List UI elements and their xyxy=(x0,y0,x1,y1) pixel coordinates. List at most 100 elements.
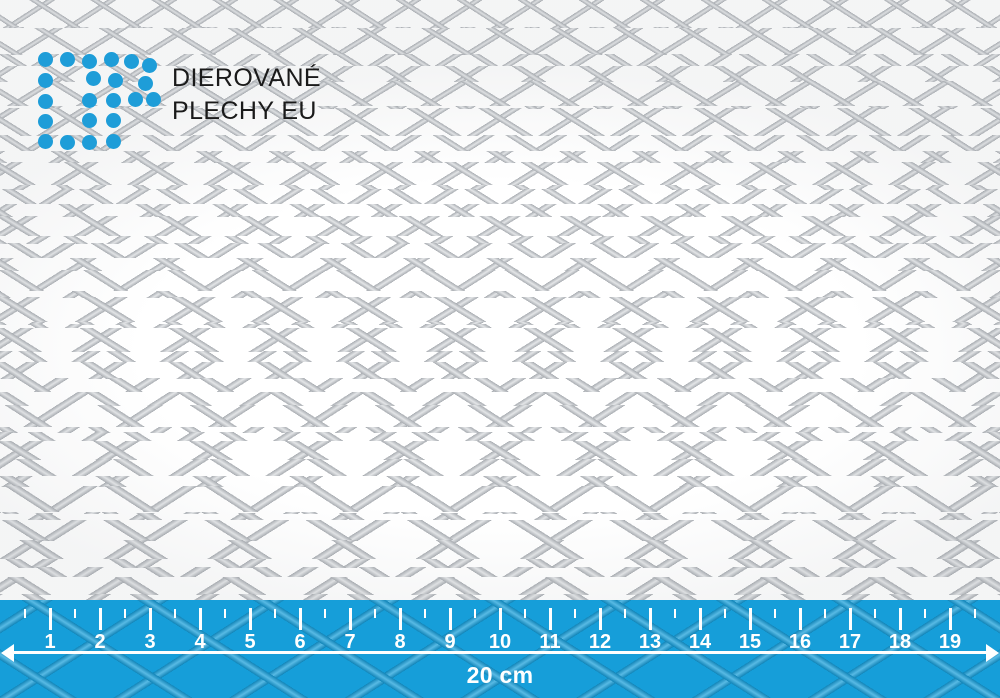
logo-dot xyxy=(60,52,75,67)
ruler-tick-label: 12 xyxy=(588,631,612,653)
logo-dot xyxy=(38,94,53,109)
mesh-diamond-lattice xyxy=(0,513,1000,541)
measure-arrow-line xyxy=(8,651,992,654)
mesh-row xyxy=(0,297,1000,325)
mesh-row xyxy=(0,243,1000,271)
ruler-tick-minor xyxy=(424,609,426,618)
ruler-tick-minor xyxy=(574,609,576,618)
mesh-diamond-lattice xyxy=(0,432,1000,460)
logo-dot xyxy=(82,54,97,69)
ruler-tick-label: 14 xyxy=(688,631,712,653)
ruler-tick-label: 2 xyxy=(94,631,106,653)
ruler-tick-major xyxy=(748,608,752,630)
logo-dot xyxy=(108,73,123,88)
ruler-tick-minor xyxy=(324,609,326,618)
logo-dot xyxy=(60,135,75,150)
mesh-diamond-lattice xyxy=(0,135,1000,163)
ruler-tick-minor xyxy=(24,609,26,618)
logo-dot xyxy=(146,92,161,107)
ruler-tick-major xyxy=(48,608,52,630)
mesh-row xyxy=(0,351,1000,379)
mesh-diamond-lattice xyxy=(0,0,1000,28)
ruler-tick-major xyxy=(598,608,602,630)
ruler-tick-major xyxy=(298,608,302,630)
mesh-row xyxy=(0,54,1000,82)
mesh-row xyxy=(0,378,1000,406)
ruler-tick-major xyxy=(498,608,502,630)
ruler-tick-major xyxy=(448,608,452,630)
ruler-tick-label: 6 xyxy=(294,631,306,653)
logo-dot xyxy=(86,71,101,86)
logo-dot xyxy=(38,73,53,88)
logo-dot xyxy=(38,134,53,149)
mesh-row xyxy=(0,27,1000,55)
ruler-tick-label: 9 xyxy=(444,631,456,653)
ruler-tick-minor xyxy=(824,609,826,618)
mesh-diamond-lattice xyxy=(0,27,1000,55)
ruler-tick-label: 8 xyxy=(394,631,406,653)
logo-dot xyxy=(106,93,121,108)
mesh-diamond-lattice xyxy=(0,351,1000,379)
ruler-tick-minor xyxy=(774,609,776,618)
ruler-tick-minor xyxy=(524,609,526,618)
ruler-tick-major xyxy=(198,608,202,630)
arrow-head-left-icon xyxy=(1,644,14,662)
ruler-tick-label: 10 xyxy=(488,631,512,653)
ruler-tick-major xyxy=(848,608,852,630)
ruler-tick-minor xyxy=(374,609,376,618)
logo-dot xyxy=(124,54,139,69)
mesh-diamond-lattice xyxy=(0,81,1000,109)
mesh-diamond-lattice xyxy=(0,216,1000,244)
ruler-tick-minor xyxy=(74,609,76,618)
logo-dot-mark-icon xyxy=(38,52,161,150)
mesh-diamond-lattice xyxy=(0,297,1000,325)
brand-line-1: DIEROVANÉ xyxy=(172,64,321,92)
ruler-tick-major xyxy=(798,608,802,630)
logo-dot xyxy=(142,58,157,73)
ruler-tick-minor xyxy=(474,609,476,618)
ruler-tick-minor xyxy=(924,609,926,618)
mesh-row xyxy=(0,540,1000,568)
ruler-tick-minor xyxy=(874,609,876,618)
mesh-diamond-lattice xyxy=(0,162,1000,190)
brand-logo: DIEROVANÉ PLECHY EU xyxy=(38,52,321,150)
mesh-diamond-lattice xyxy=(0,540,1000,568)
mesh-diamond-lattice xyxy=(0,270,1000,298)
mesh-row xyxy=(0,135,1000,163)
ruler-tick-label: 16 xyxy=(788,631,812,653)
logo-dot xyxy=(106,113,121,128)
ruler-tick-major xyxy=(248,608,252,630)
mesh-row xyxy=(0,432,1000,460)
mesh-row xyxy=(0,216,1000,244)
ruler-tick-minor xyxy=(974,609,976,618)
mesh-diamond-lattice xyxy=(0,324,1000,352)
logo-dot xyxy=(82,113,97,128)
ruler-tick-label: 17 xyxy=(838,631,862,653)
mesh-row xyxy=(0,0,1000,28)
mesh-diamond-lattice xyxy=(0,378,1000,406)
mesh-row xyxy=(0,567,1000,595)
logo-dot xyxy=(38,52,53,67)
mesh-row xyxy=(0,324,1000,352)
ruler-tick-label: 7 xyxy=(344,631,356,653)
mesh-row xyxy=(0,189,1000,217)
ruler-tick-major xyxy=(98,608,102,630)
brand-line-2: PLECHY EU xyxy=(172,97,317,125)
logo-dot xyxy=(128,92,143,107)
ruler-tick-major xyxy=(148,608,152,630)
ruler-tick-minor xyxy=(124,609,126,618)
ruler-tick-label: 15 xyxy=(738,631,762,653)
mesh-row xyxy=(0,486,1000,514)
mesh-row xyxy=(0,459,1000,487)
ruler-tick-major xyxy=(948,608,952,630)
ruler-tick-minor xyxy=(224,609,226,618)
logo-dot xyxy=(106,134,121,149)
logo-dot xyxy=(104,52,119,67)
mesh-diamond-lattice xyxy=(0,459,1000,487)
ruler-tick-major xyxy=(548,608,552,630)
logo-dot xyxy=(138,76,153,91)
mesh-diamond-lattice xyxy=(0,54,1000,82)
ruler-tick-label: 13 xyxy=(638,631,662,653)
mesh-diamond-lattice xyxy=(0,108,1000,136)
